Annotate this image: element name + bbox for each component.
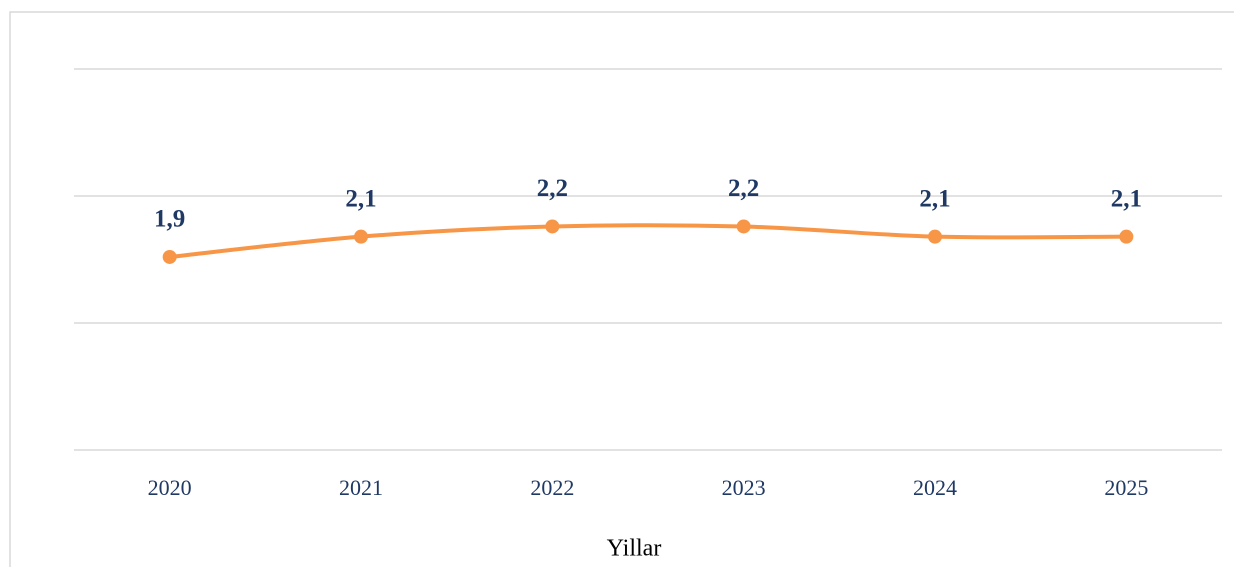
x-tick-label: 2021: [339, 475, 383, 500]
x-tick-label: 2022: [530, 475, 574, 500]
chart-frame: [9, 11, 1234, 567]
data-point: [1119, 229, 1134, 244]
series-line: [167, 223, 1129, 259]
x-axis-label: Yillar: [607, 536, 662, 562]
data-label: 2,1: [345, 185, 376, 212]
x-tick-label: 2025: [1104, 475, 1148, 500]
data-label: 2,1: [919, 185, 950, 212]
data-point: [354, 229, 368, 244]
data-label: 2,2: [537, 175, 568, 202]
data-point: [545, 219, 560, 234]
data-point: [928, 229, 942, 244]
data-point: [162, 249, 177, 264]
data-label: 2,2: [728, 175, 759, 202]
data-label: 1,9: [154, 206, 185, 233]
x-tick-label: 2020: [148, 475, 192, 500]
data-point: [736, 219, 751, 234]
data-label: 2,1: [1111, 185, 1142, 212]
x-tick-label: 2023: [722, 475, 766, 500]
x-tick-label: 2024: [913, 475, 957, 500]
